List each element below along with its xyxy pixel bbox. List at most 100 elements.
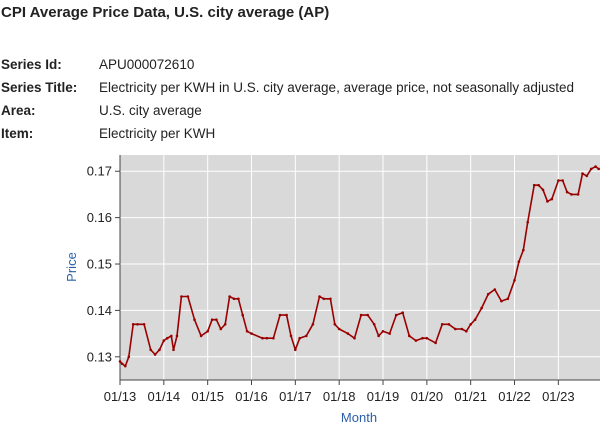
data-point[interactable] (513, 279, 516, 282)
data-point[interactable] (272, 336, 275, 340)
series-layer (118, 165, 600, 368)
data-point[interactable] (294, 348, 297, 352)
data-point[interactable] (127, 355, 131, 359)
data-point[interactable] (565, 190, 569, 194)
data-point[interactable] (265, 336, 269, 340)
data-point[interactable] (322, 297, 326, 301)
data-point[interactable] (425, 336, 429, 340)
data-point[interactable] (377, 334, 380, 338)
data-point[interactable] (120, 362, 124, 366)
data-point[interactable] (440, 323, 444, 326)
data-point[interactable] (305, 334, 308, 338)
data-point[interactable] (480, 306, 483, 310)
data-point[interactable] (557, 179, 560, 182)
data-point[interactable] (532, 183, 536, 187)
data-point[interactable] (245, 330, 249, 333)
data-point[interactable] (298, 336, 302, 340)
data-point[interactable] (166, 336, 169, 340)
data-point[interactable] (454, 327, 457, 331)
data-point[interactable] (589, 167, 593, 171)
x-tick-label: 01/14 (148, 389, 181, 404)
data-point[interactable] (311, 323, 315, 326)
data-point[interactable] (576, 193, 580, 196)
data-point[interactable] (206, 330, 209, 333)
data-point[interactable] (585, 174, 589, 178)
data-point[interactable] (469, 323, 473, 326)
data-point[interactable] (372, 323, 376, 326)
data-point[interactable] (193, 318, 196, 321)
data-point[interactable] (215, 318, 218, 321)
data-point[interactable] (228, 295, 231, 298)
data-point[interactable] (162, 339, 166, 342)
data-point[interactable] (421, 336, 424, 340)
series-title-value: Electricity per KWH in U.S. city average… (99, 80, 574, 95)
data-point[interactable] (337, 327, 341, 331)
x-tick-label: 01/21 (454, 389, 487, 404)
data-point[interactable] (261, 336, 264, 340)
data-point[interactable] (517, 260, 521, 263)
data-point[interactable] (186, 295, 190, 298)
data-point[interactable] (500, 299, 503, 303)
data-point[interactable] (401, 311, 405, 314)
data-point[interactable] (199, 334, 203, 338)
data-point[interactable] (237, 297, 240, 301)
x-tick-label: 01/16 (235, 389, 268, 404)
data-point[interactable] (172, 348, 175, 352)
data-point[interactable] (537, 183, 540, 187)
data-point[interactable] (473, 318, 477, 321)
data-point[interactable] (175, 334, 179, 338)
data-point[interactable] (241, 313, 244, 317)
data-point[interactable] (408, 334, 411, 338)
data-point[interactable] (136, 323, 139, 326)
data-point[interactable] (118, 360, 122, 363)
series-title-row: Series Title: Electricity per KWH in U.S… (1, 76, 574, 99)
data-point[interactable] (388, 332, 391, 335)
data-point[interactable] (526, 221, 529, 224)
data-point[interactable] (333, 323, 337, 326)
data-point[interactable] (285, 313, 288, 317)
data-point[interactable] (506, 297, 510, 301)
data-point[interactable] (353, 336, 356, 340)
data-point[interactable] (153, 353, 157, 356)
data-point[interactable] (250, 332, 253, 335)
data-point[interactable] (561, 179, 564, 182)
x-tick-label: 01/22 (498, 389, 531, 404)
data-point[interactable] (170, 334, 173, 338)
data-point[interactable] (131, 323, 135, 326)
data-point[interactable] (142, 323, 146, 326)
data-point[interactable] (394, 313, 398, 317)
data-point[interactable] (346, 332, 350, 335)
data-point[interactable] (232, 297, 236, 301)
data-point[interactable] (465, 330, 468, 333)
data-point[interactable] (550, 197, 554, 201)
data-point[interactable] (318, 295, 321, 298)
data-point[interactable] (594, 165, 597, 168)
data-point[interactable] (546, 200, 549, 203)
data-point[interactable] (124, 364, 127, 368)
data-point[interactable] (381, 330, 385, 333)
area-label: Area: (1, 103, 36, 118)
data-point[interactable] (219, 327, 223, 331)
series-id-row: Series Id: APU000072610 (1, 53, 574, 76)
data-point[interactable] (180, 295, 183, 298)
data-point[interactable] (158, 348, 161, 352)
data-point[interactable] (414, 339, 418, 342)
data-point[interactable] (570, 193, 573, 196)
data-point[interactable] (541, 188, 545, 192)
data-point[interactable] (359, 313, 363, 317)
data-point[interactable] (597, 167, 600, 171)
data-point[interactable] (149, 348, 152, 352)
data-point[interactable] (581, 172, 584, 175)
data-point[interactable] (522, 248, 525, 252)
data-point[interactable] (486, 292, 490, 296)
data-point[interactable] (493, 288, 497, 291)
data-point[interactable] (447, 323, 451, 326)
data-point[interactable] (434, 341, 437, 345)
data-point[interactable] (366, 313, 370, 317)
data-point[interactable] (223, 323, 227, 326)
data-point[interactable] (289, 334, 293, 338)
data-point[interactable] (278, 313, 282, 317)
data-point[interactable] (210, 318, 214, 321)
data-point[interactable] (329, 297, 332, 301)
data-point[interactable] (460, 327, 464, 331)
